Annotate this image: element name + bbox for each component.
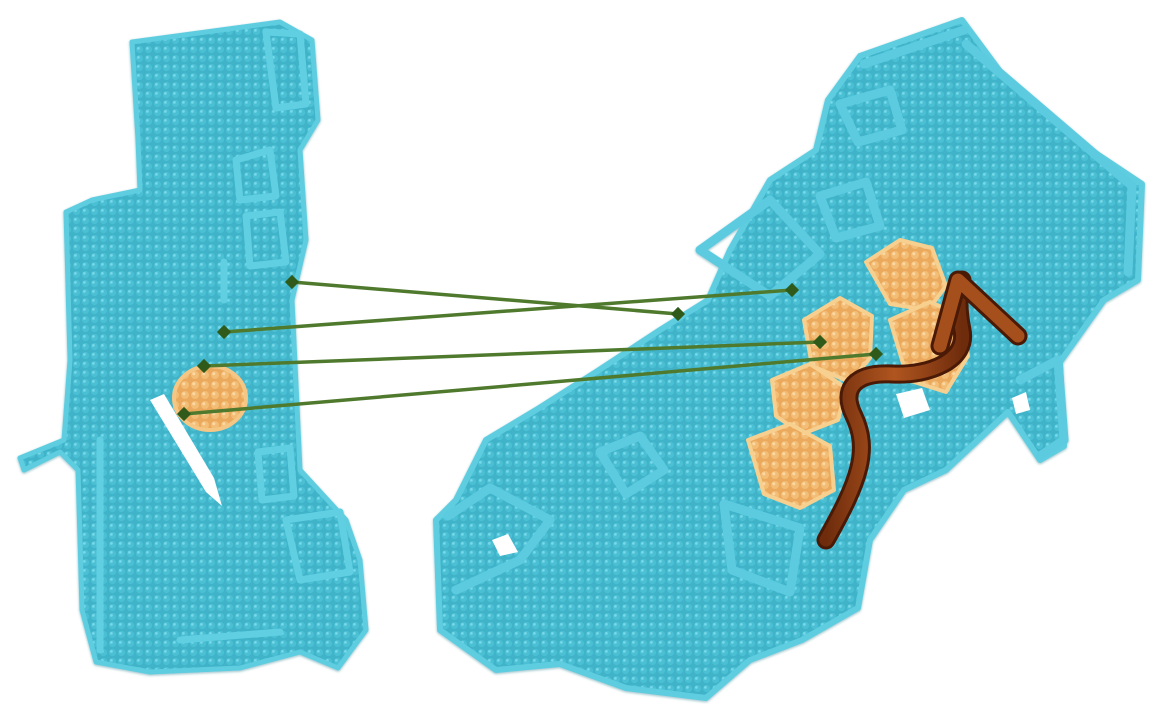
right-cloud-walls <box>443 25 1137 597</box>
left-cloud-gap <box>150 394 222 506</box>
correspondence-lines <box>176 274 884 422</box>
right-cloud-gap <box>896 388 930 418</box>
right-cloud-gap <box>1012 392 1030 414</box>
correspondence-line <box>176 346 884 422</box>
correspondence-line <box>196 334 828 374</box>
left-cloud-body <box>17 19 369 675</box>
trajectory-arrow-icon <box>816 270 1028 550</box>
correspondence-line <box>284 274 686 322</box>
left-overlap-region <box>172 364 248 432</box>
left-point-cloud <box>17 19 369 675</box>
right-point-cloud <box>433 17 1145 701</box>
right-cloud-gap <box>492 534 518 556</box>
left-cloud-structures <box>96 28 354 654</box>
correspondence-line <box>216 282 800 340</box>
